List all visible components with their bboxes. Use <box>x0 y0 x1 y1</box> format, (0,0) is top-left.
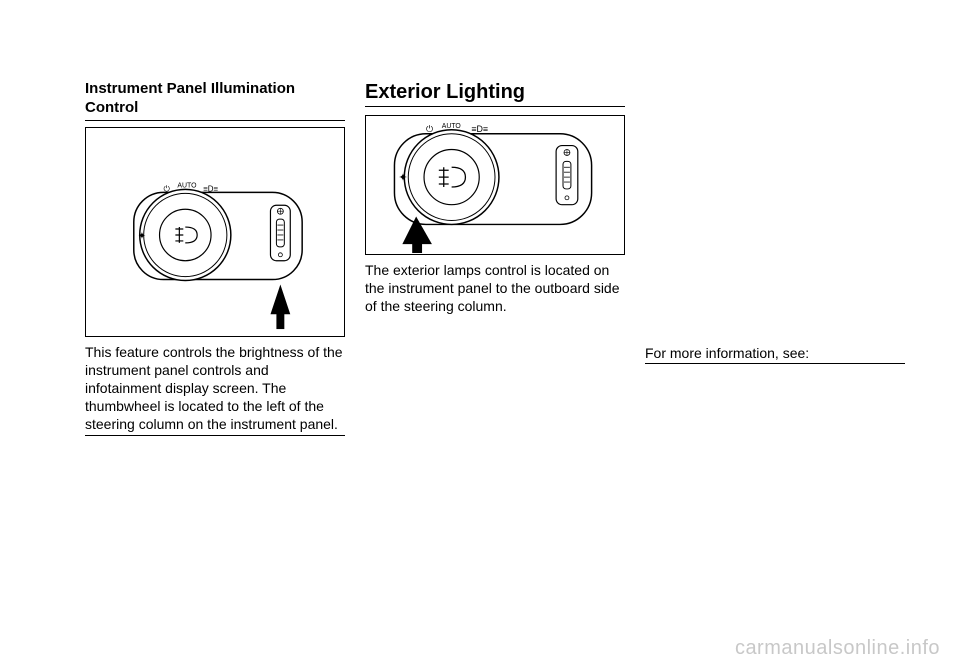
column-3-spacer <box>645 80 905 342</box>
dial-headlamp-mark: ≡D≡ <box>203 184 218 193</box>
dial2-auto-label: AUTO <box>442 123 462 130</box>
column-2: Exterior Lighting ⏻ <box>365 80 625 436</box>
dial-off-mark: ⏻ <box>163 184 170 193</box>
section-title-exterior: Exterior Lighting <box>365 80 625 107</box>
figure-inner-1: ⏻ AUTO ≡D≡ ✦ <box>86 128 344 336</box>
dial2-headlamp-mark: ≡D≡ <box>471 124 488 134</box>
dial2-parking-mark: ✦ <box>398 172 407 184</box>
watermark: carmanualsonline.info <box>735 637 940 660</box>
body-text-exterior: The exterior lamps control is located on… <box>365 261 625 316</box>
dial2-off-mark: ⏻ <box>426 124 433 134</box>
column-1: Instrument Panel Illumination Control <box>85 80 345 436</box>
dial-parking-mark: ✦ <box>138 230 146 241</box>
dial-illustration-2: ⏻ AUTO ≡D≡ ✦ <box>366 116 624 254</box>
figure-illumination-control: ⏻ AUTO ≡D≡ ✦ <box>85 127 345 337</box>
figure-exterior-lighting: ⏻ AUTO ≡D≡ ✦ <box>365 115 625 255</box>
body-text-illumination: This feature controls the brightness of … <box>85 343 345 434</box>
body-text-more-info: For more information, see: <box>645 344 905 364</box>
section-title-illumination: Instrument Panel Illumination Control <box>85 80 345 121</box>
page-container: Instrument Panel Illumination Control <box>85 80 875 436</box>
dial-auto-label: AUTO <box>177 182 197 189</box>
divider-1 <box>85 435 345 436</box>
figure-inner-2: ⏻ AUTO ≡D≡ ✦ <box>366 116 624 254</box>
dial-illustration-1: ⏻ AUTO ≡D≡ ✦ <box>86 128 344 336</box>
column-3: For more information, see: <box>645 80 905 436</box>
